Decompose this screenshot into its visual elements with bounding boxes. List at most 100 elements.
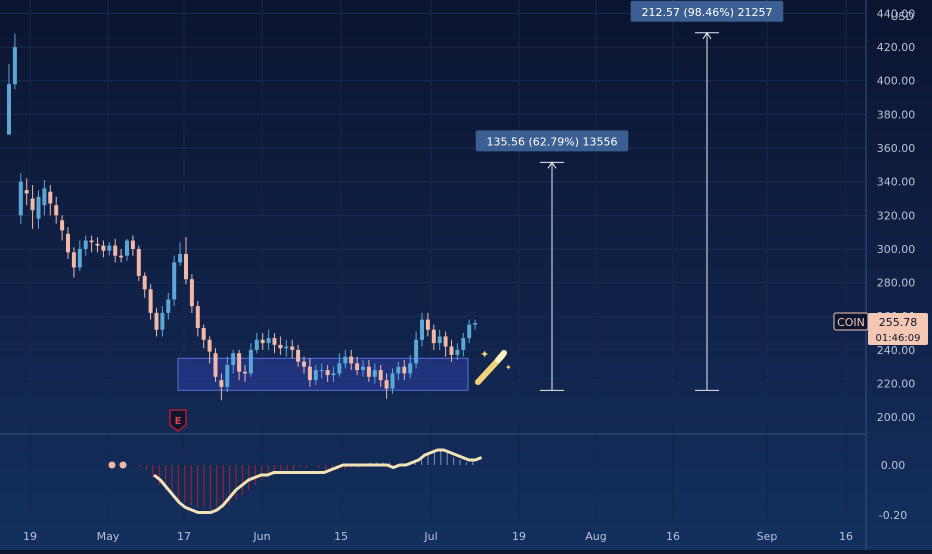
candle	[284, 339, 289, 357]
candle-body	[390, 373, 395, 389]
candle	[366, 359, 371, 382]
candle	[154, 307, 159, 337]
candle-body	[384, 380, 389, 389]
candle	[130, 235, 135, 256]
candle-body	[461, 338, 466, 350]
candle	[361, 359, 365, 377]
candle	[378, 365, 383, 387]
candle-body	[24, 190, 29, 194]
candle-body	[425, 319, 430, 330]
candle-body	[113, 245, 118, 256]
candle-body	[325, 370, 330, 376]
currency-label: USD	[890, 10, 914, 23]
candle	[290, 339, 295, 359]
price-range-measurement: 135.56 (62.79%) 13556	[475, 130, 629, 391]
candle-body	[95, 243, 100, 246]
candle	[313, 365, 318, 386]
candle	[325, 365, 330, 382]
candle-body	[349, 356, 354, 364]
candle	[254, 333, 259, 354]
price-tick-label: 280.00	[877, 277, 916, 290]
candle	[18, 173, 23, 224]
candle	[225, 356, 230, 392]
candle	[201, 324, 206, 349]
candle-body	[237, 353, 242, 372]
candle	[302, 356, 306, 374]
candle-body	[248, 349, 253, 374]
candle	[95, 237, 100, 253]
indicator-dots[interactable]	[108, 461, 127, 469]
candle-body	[125, 240, 129, 256]
candle	[414, 331, 419, 369]
candle	[77, 240, 82, 271]
price-tick-label: 400.00	[877, 75, 916, 88]
measure-label-bg	[475, 130, 629, 152]
candle-body	[260, 339, 265, 344]
candle	[213, 348, 218, 382]
symbol-tag[interactable]: COIN	[833, 312, 869, 331]
candle	[30, 185, 35, 229]
candle-body	[361, 366, 365, 371]
candle	[319, 363, 324, 379]
time-tick-label: Jun	[252, 530, 270, 543]
candle	[402, 359, 407, 381]
candle-body	[166, 299, 171, 313]
candle-body	[331, 373, 336, 376]
candle	[83, 235, 88, 256]
time-tick-label: 16	[666, 530, 680, 543]
earnings-badge	[169, 409, 187, 432]
magic-wand-icon[interactable]: ✦ ✦	[475, 348, 512, 385]
candle	[172, 255, 177, 307]
candle-body	[189, 279, 194, 307]
candle-body	[48, 191, 53, 204]
candle-body	[160, 312, 165, 330]
candle	[390, 368, 395, 394]
measure-arrow	[547, 161, 557, 169]
candle-body	[366, 366, 371, 377]
candle	[231, 349, 236, 374]
time-tick-label: 19	[23, 530, 37, 543]
candle	[331, 366, 336, 382]
candle	[71, 247, 76, 278]
time-tick-label: Sep	[757, 530, 778, 543]
earnings-marker[interactable]: E	[169, 409, 187, 432]
symbol-label: COIN	[837, 316, 865, 329]
price-tick-label: 360.00	[877, 142, 916, 155]
price-tick-label: 220.00	[877, 378, 916, 391]
price-tick-label: 240.00	[877, 344, 916, 357]
candle-body	[7, 84, 11, 135]
candle-body	[66, 233, 70, 253]
candle-body	[396, 366, 401, 374]
candle-body	[231, 353, 236, 366]
candle	[107, 242, 112, 256]
candle-body	[60, 220, 65, 231]
last-price-tag: 255.78 01:46:09	[868, 313, 928, 345]
candle	[355, 356, 360, 376]
candle-body	[77, 248, 82, 268]
sparkle-icon: ✦	[480, 348, 489, 361]
candle	[195, 301, 200, 337]
candle-body	[54, 205, 59, 216]
candle	[349, 349, 354, 371]
time-tick-label: 15	[334, 530, 348, 543]
candle	[266, 329, 271, 350]
candle	[142, 272, 147, 298]
candle	[36, 190, 41, 229]
candle	[12, 33, 17, 90]
candle-body	[337, 363, 342, 374]
candle-body	[296, 349, 301, 362]
candle-body	[408, 363, 413, 374]
candle-body	[355, 363, 360, 371]
candle-body	[201, 328, 206, 340]
time-tick-label: May	[97, 530, 120, 543]
candle	[189, 274, 194, 313]
time-tick-label: 16	[839, 530, 853, 543]
candle-body	[319, 370, 324, 372]
candle	[219, 373, 224, 401]
macd-line	[153, 448, 483, 514]
candle	[207, 336, 212, 364]
candle-body	[36, 196, 41, 219]
